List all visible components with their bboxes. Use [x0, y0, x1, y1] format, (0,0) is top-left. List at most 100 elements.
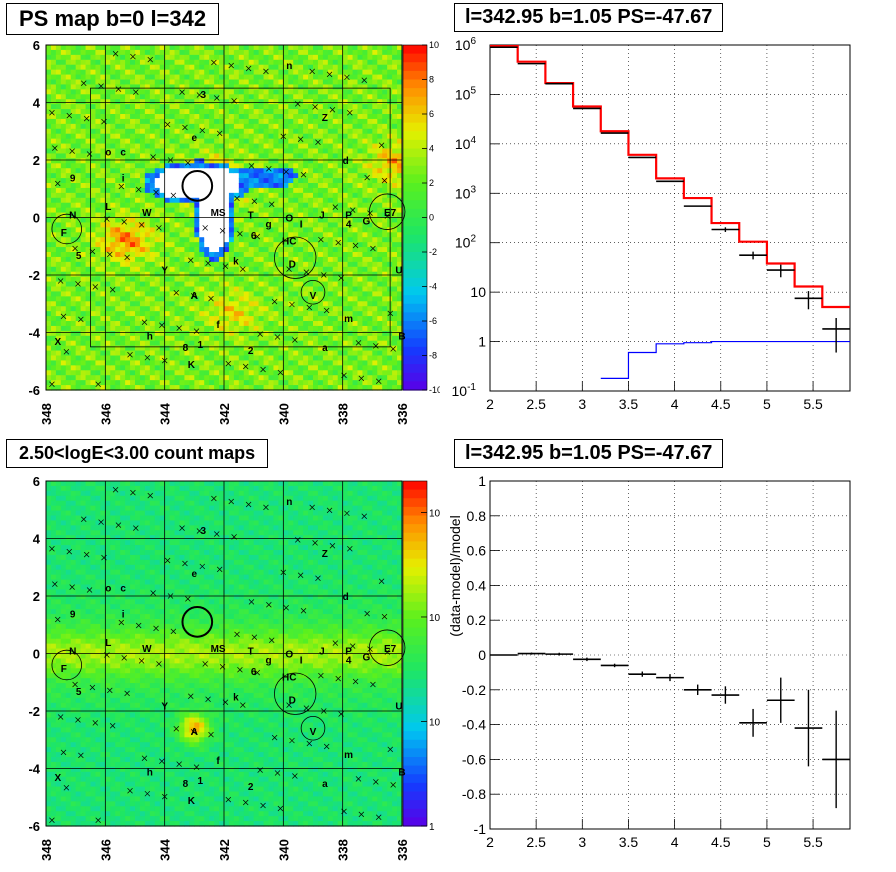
map-cell — [253, 330, 260, 337]
map-cell — [293, 212, 299, 219]
map-cell — [214, 301, 220, 307]
map-cell — [110, 49, 116, 56]
ps-map-panel: 348 346 344 342 340 338 336 -6 -4 -2 0 2 4 6 -10 -8 -6 -4… — [0, 0, 440, 436]
map-cell — [135, 350, 141, 357]
map-cell — [105, 286, 111, 293]
map-cell — [357, 316, 364, 322]
map-cell — [154, 306, 161, 312]
map-cell — [189, 242, 195, 248]
map-cell — [308, 232, 314, 238]
map-cell — [125, 271, 131, 278]
map-cell — [303, 355, 309, 362]
map-cell — [219, 79, 225, 86]
map-cell — [228, 217, 235, 224]
map-cell — [154, 242, 161, 248]
map-cell — [308, 242, 314, 248]
map-cell — [130, 168, 136, 174]
map-cell — [288, 118, 294, 125]
map-cell — [115, 153, 121, 159]
map-cell — [238, 197, 245, 204]
map-cell — [70, 202, 77, 209]
map-cell — [228, 360, 235, 366]
map-cell — [149, 252, 156, 258]
map-cell — [233, 217, 240, 224]
map-cell — [293, 45, 299, 51]
map-cell — [288, 49, 294, 56]
map-cell — [65, 350, 72, 357]
map-cell — [367, 291, 373, 297]
map-cell — [357, 163, 364, 169]
map-cell — [120, 222, 126, 228]
map-cell — [248, 202, 255, 209]
map-cell — [144, 138, 151, 145]
map-cell — [233, 370, 240, 376]
map-cell — [337, 118, 344, 125]
map-cell — [392, 49, 398, 56]
map-cell — [327, 143, 334, 150]
map-cell — [189, 276, 195, 283]
map-cell — [46, 311, 52, 317]
map-cell — [65, 380, 72, 386]
map-cell — [263, 276, 270, 283]
map-cell — [100, 168, 106, 174]
map-cell — [139, 291, 146, 297]
map-cell — [219, 114, 225, 120]
map-cell — [209, 266, 215, 273]
map-cell — [55, 306, 62, 312]
map-cell — [50, 217, 57, 224]
map-cell — [228, 99, 235, 105]
map-cell — [263, 183, 270, 189]
map-cell — [238, 306, 245, 312]
map-cell — [372, 178, 378, 184]
map-cell — [194, 306, 200, 312]
map-cell — [268, 330, 275, 337]
map-cell — [238, 247, 245, 253]
map-cell — [357, 183, 364, 189]
map-cell — [243, 123, 250, 130]
map-cell — [135, 84, 141, 90]
map-cell — [204, 118, 210, 125]
map-cell — [135, 325, 141, 332]
map-cell — [283, 202, 289, 209]
map-cell — [214, 340, 220, 347]
map-cell — [313, 385, 319, 391]
map-cell — [357, 306, 364, 312]
map-cell — [327, 133, 334, 140]
map-cell — [377, 306, 383, 312]
map-cell — [184, 360, 190, 366]
map-cell — [313, 168, 319, 174]
map-cell — [347, 222, 354, 228]
map-cell — [377, 286, 383, 293]
map-cell — [367, 153, 373, 159]
map-cell — [120, 242, 126, 248]
map-cell — [60, 316, 67, 322]
map-cell — [308, 252, 314, 258]
map-cell — [80, 365, 87, 371]
map-cell — [174, 311, 181, 317]
map-cell — [288, 187, 294, 194]
map-cell — [397, 133, 403, 140]
map-cell — [125, 79, 131, 86]
map-cell — [233, 247, 240, 253]
map-cell — [46, 276, 52, 283]
map-cell — [169, 271, 176, 278]
map-cell — [194, 227, 200, 233]
map-cell — [258, 74, 265, 81]
map-cell — [189, 114, 195, 120]
map-cell — [50, 158, 57, 164]
map-cell — [149, 49, 156, 56]
map-cell — [85, 84, 92, 90]
map-cell — [219, 109, 225, 115]
map-cell — [46, 94, 52, 100]
map-cell — [382, 291, 388, 297]
map-cell — [224, 192, 230, 199]
map-cell — [164, 153, 171, 159]
map-cell — [80, 385, 87, 391]
map-cell — [228, 325, 235, 332]
map-cell — [362, 212, 368, 219]
map-cell — [248, 340, 255, 347]
map-cell — [224, 168, 230, 174]
map-cell — [130, 89, 136, 95]
map-cell — [209, 64, 215, 71]
map-cell — [209, 133, 215, 140]
